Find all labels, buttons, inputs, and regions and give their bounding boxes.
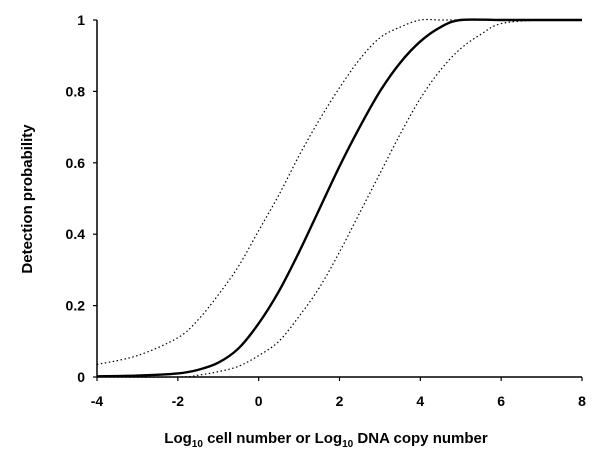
confidence-bound-line (96, 19, 583, 378)
y-tick-label: 0.8 (66, 83, 86, 99)
x-axis-title: Log10 cell number or Log10 DNA copy numb… (164, 430, 488, 450)
x-axis-title-part: Log (164, 430, 192, 447)
x-axis-title-part: cell number or Log (203, 430, 342, 447)
x-axis-title-subscript: 10 (192, 439, 204, 450)
x-tick-label: 6 (497, 393, 505, 409)
y-tick-label: 0.4 (66, 226, 86, 242)
x-tick-label: 2 (336, 393, 344, 409)
y-tick-label: 0.6 (66, 155, 86, 171)
confidence-bound-line (96, 18, 582, 366)
x-tick-label: 0 (255, 393, 263, 409)
x-tick-label: 4 (416, 393, 424, 409)
detection-probability-line (96, 18, 582, 378)
x-axis-title-subscript: 10 (342, 439, 354, 450)
y-axis-title: Detection probability (19, 124, 36, 274)
x-axis-title-part: DNA copy number (353, 430, 488, 447)
x-tick-label: -2 (172, 393, 185, 409)
x-axis: -4 -2 0 2 4 6 8 (91, 376, 586, 409)
y-axis: 0 0.2 0.4 0.6 0.8 1 (66, 12, 98, 385)
x-tick-label: -4 (91, 393, 104, 409)
y-tick-label: 0 (77, 369, 85, 385)
y-tick-label: 0.2 (66, 298, 86, 314)
x-tick-label: 8 (578, 393, 586, 409)
y-tick-label: 1 (77, 12, 85, 28)
series-group (96, 18, 583, 378)
